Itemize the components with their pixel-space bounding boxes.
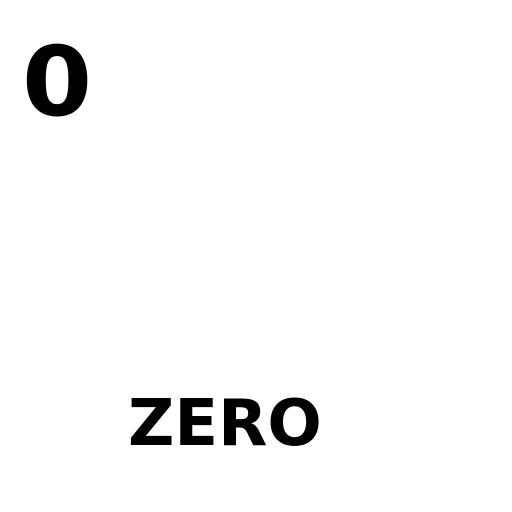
numeral-text: 0 <box>22 26 93 138</box>
number-word-text: ZERO <box>128 387 322 461</box>
